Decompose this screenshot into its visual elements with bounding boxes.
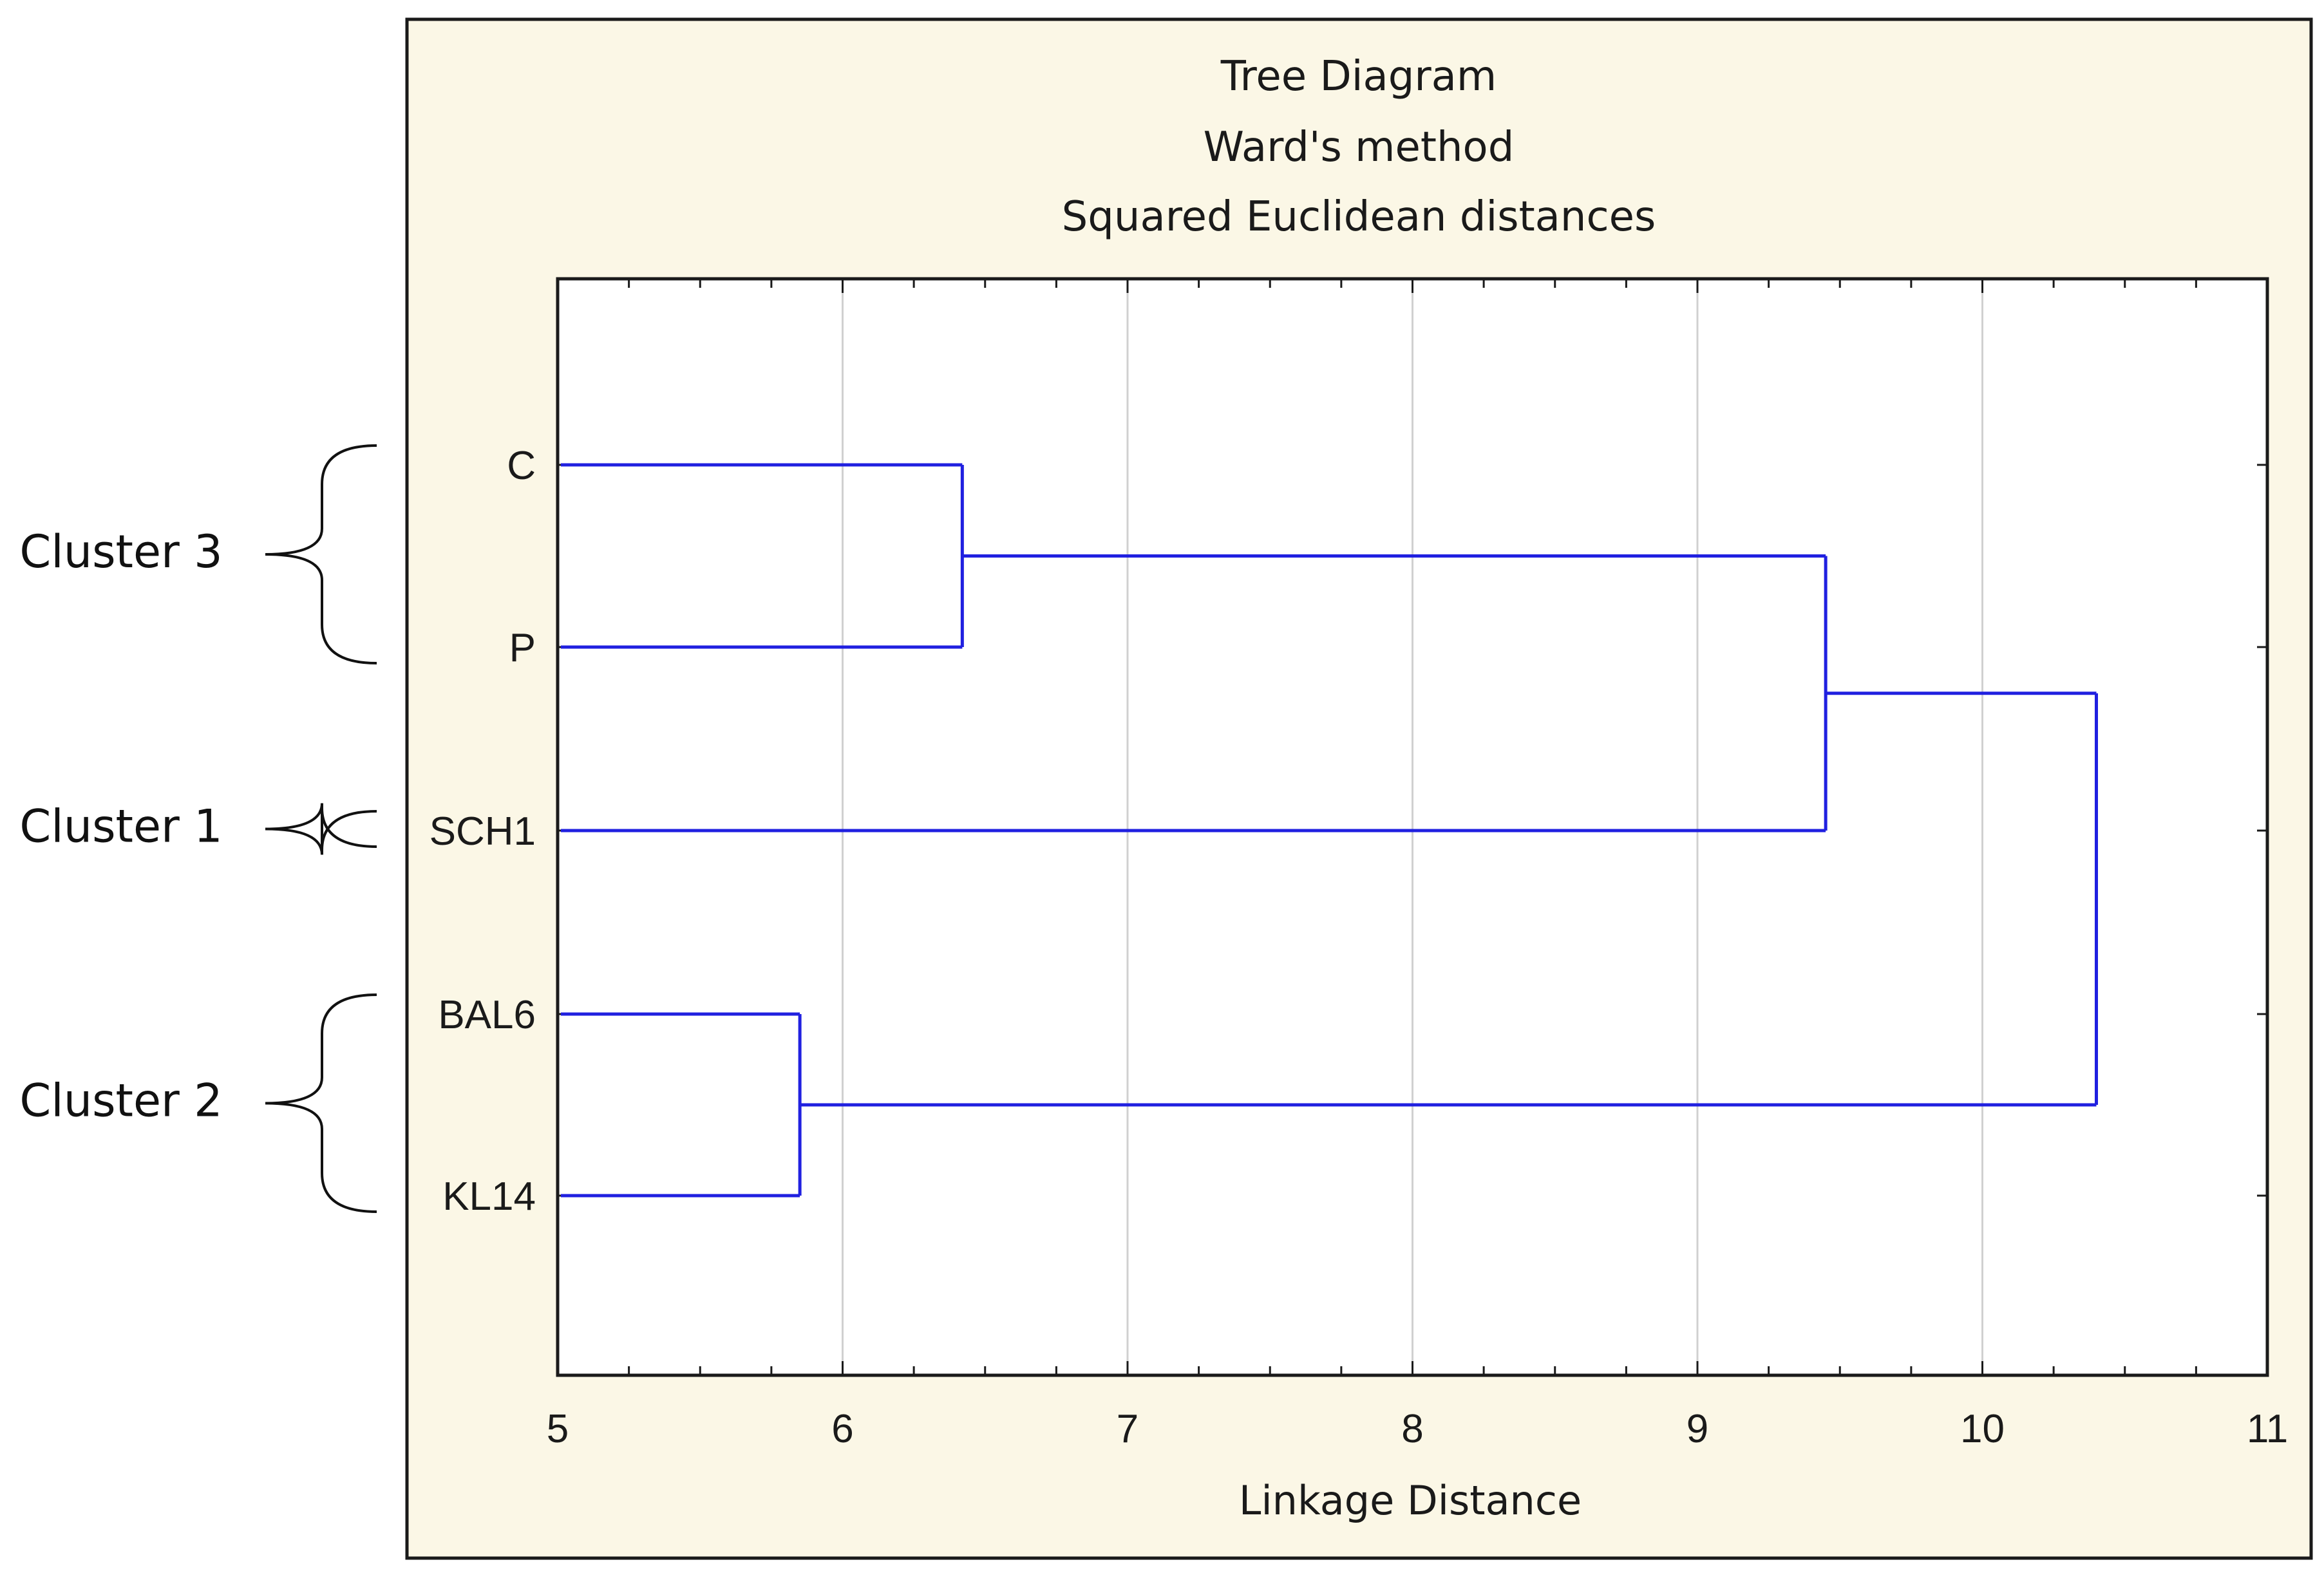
x-tick-label: 7 xyxy=(1117,1407,1138,1451)
leaf-label: SCH1 xyxy=(430,809,536,854)
leaf-label: BAL6 xyxy=(438,993,536,1037)
chart-title: Tree Diagram xyxy=(1220,53,1497,100)
leaf-label: P xyxy=(509,626,536,670)
leaf-label: C xyxy=(507,444,536,488)
x-tick-label: 5 xyxy=(547,1407,569,1451)
chart-subtitle-method: Ward's method xyxy=(1204,124,1515,171)
x-tick-labels: 5 6 7 8 9 10 11 xyxy=(547,1407,2288,1451)
x-axis-label: Linkage Distance xyxy=(1239,1477,1582,1524)
cluster-label: Cluster 2 xyxy=(19,1075,222,1127)
leaf-label: KL14 xyxy=(442,1174,536,1219)
cluster-label: Cluster 1 xyxy=(19,800,222,853)
dendrogram-links xyxy=(561,463,2098,1198)
cluster-label: Cluster 3 xyxy=(19,525,222,578)
x-tick-label: 6 xyxy=(831,1407,853,1451)
cluster-bracket xyxy=(265,993,377,1213)
leaf-labels: C P SCH1 BAL6 KL14 xyxy=(430,444,536,1219)
grid-lines xyxy=(842,279,1983,1375)
x-tick-label: 10 xyxy=(1960,1407,2005,1451)
x-tick-label: 8 xyxy=(1401,1407,1423,1451)
x-tick-label: 11 xyxy=(2247,1407,2288,1451)
chart-subtitle-distance: Squared Euclidean distances xyxy=(1062,193,1656,241)
cluster-annotations: Cluster 3 Cluster 1 Cluster 2 xyxy=(19,444,377,1213)
cluster-bracket xyxy=(265,803,377,855)
x-tick-label: 9 xyxy=(1686,1407,1708,1451)
cluster-bracket xyxy=(265,444,377,664)
